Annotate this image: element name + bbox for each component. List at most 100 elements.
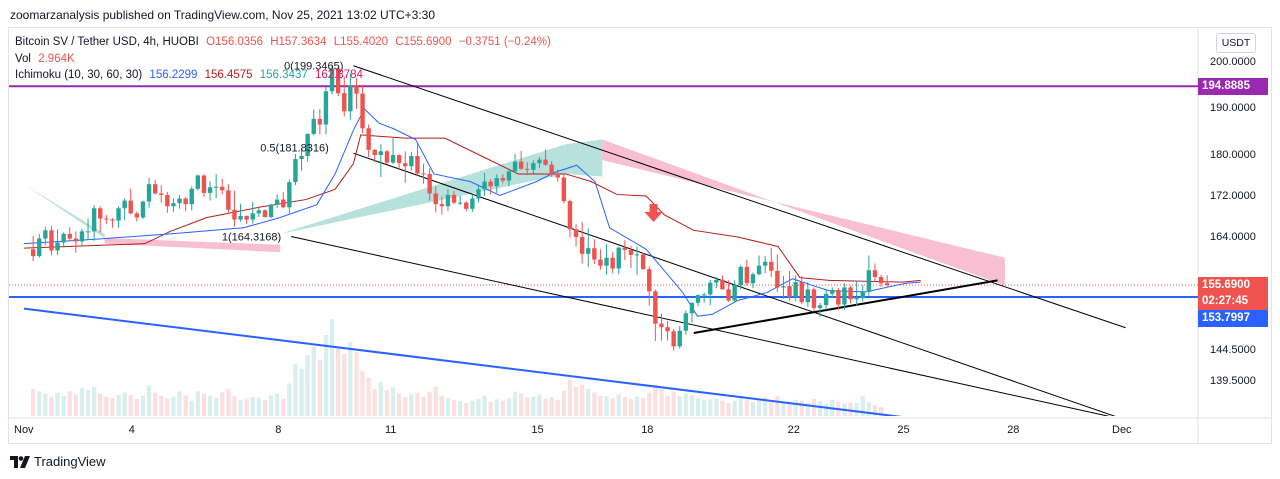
candle-body	[384, 151, 390, 163]
volume-bar	[110, 398, 115, 416]
volume-bar	[720, 400, 725, 416]
candle-body	[262, 210, 268, 217]
tradingview-logo-icon	[10, 455, 30, 468]
candle-body	[189, 188, 194, 205]
volume-bar	[866, 402, 871, 416]
volume-bar	[238, 399, 243, 416]
candle-body	[183, 198, 188, 205]
candle-body	[793, 282, 798, 297]
candle-body	[836, 290, 841, 305]
volume-bar	[79, 388, 85, 416]
volume-bar	[598, 395, 603, 416]
footer-brand[interactable]: TradingView	[10, 454, 106, 469]
legend-main: Bitcoin SV / Tether USD, 4h, HUOBI O156.…	[15, 36, 555, 48]
volume-bar	[409, 393, 414, 416]
legend-vol-value: 2.964K	[38, 53, 75, 65]
candle-body	[61, 233, 66, 243]
legend-ichimoku-base: 156.4575	[204, 69, 253, 81]
volume-bar	[824, 403, 829, 416]
candle-body	[464, 202, 469, 209]
volume-bar	[543, 398, 548, 416]
candle-body	[268, 204, 274, 217]
volume-bar	[61, 396, 66, 416]
candle-body	[695, 295, 701, 303]
legend-ichimoku-span-a: 156.3437	[259, 69, 308, 81]
time-axis-label: 25	[897, 424, 910, 436]
volume-bar	[73, 394, 78, 416]
candle-body	[482, 181, 487, 190]
candle-body	[573, 229, 579, 237]
volume-bar	[744, 399, 749, 416]
volume-bar	[580, 384, 585, 416]
candle-body	[30, 249, 36, 257]
candle-body	[427, 173, 432, 194]
volume-bar	[769, 400, 774, 416]
volume-bar	[622, 397, 627, 416]
volume-bar	[207, 395, 213, 416]
candle-body	[586, 248, 591, 254]
candle-body	[476, 189, 481, 199]
candle-body	[616, 247, 621, 269]
candle-body	[640, 254, 646, 270]
candle-body	[525, 168, 530, 170]
legend-vol-label: Vol	[15, 53, 31, 65]
legend-high: H157.3634	[270, 36, 327, 48]
candle-body	[366, 128, 371, 150]
candle-body	[799, 282, 804, 303]
candle-body	[293, 159, 298, 183]
candle-body	[811, 289, 817, 309]
candle-body	[104, 218, 109, 220]
candle-body	[439, 204, 445, 207]
legend-ichimoku[interactable]: Ichimoku (10, 30, 60, 30) 156.2299 156.4…	[15, 69, 367, 81]
candle-body	[817, 305, 823, 309]
volume-bar	[677, 396, 682, 416]
volume-bar	[268, 395, 274, 416]
candle-body	[647, 269, 652, 292]
volume-bar	[244, 398, 249, 416]
volume-bar	[647, 392, 652, 416]
candle-body	[854, 298, 859, 300]
price-axis-label: 172.0000	[1210, 190, 1256, 202]
volume-bar	[512, 391, 518, 416]
volume-bar	[323, 335, 329, 416]
volume-bar	[372, 389, 377, 416]
volume-bar	[738, 395, 743, 416]
candle-body	[378, 151, 384, 156]
legend-symbol[interactable]: Bitcoin SV / Tether USD, 4h, HUOBI	[15, 36, 199, 48]
candle-body	[866, 270, 872, 292]
candle-body	[159, 193, 164, 195]
currency-button[interactable]: USDT	[1216, 33, 1256, 53]
volume-bar	[781, 402, 786, 416]
footer-brand-label: TradingView	[34, 454, 106, 469]
price-axis-label: 200.0000	[1210, 55, 1256, 68]
volume-bar	[756, 398, 762, 416]
volume-bar	[189, 400, 194, 416]
volume-bar	[628, 398, 634, 416]
candle-body	[146, 184, 152, 202]
publish-line: zoomarzanalysis published on TradingView…	[10, 8, 436, 22]
legend-close: C155.6900	[395, 36, 452, 48]
candle-body	[342, 93, 347, 112]
candle-body	[299, 156, 304, 160]
candle-body	[140, 201, 146, 218]
volume-bar	[750, 402, 756, 416]
candle-body	[830, 290, 835, 294]
price-tag: 02:27:45	[1198, 293, 1268, 310]
volume-bar	[610, 398, 615, 416]
volume-bar	[104, 396, 109, 416]
candle-body	[531, 163, 536, 170]
volume-bar	[165, 398, 170, 416]
candle-body	[512, 161, 518, 172]
volume-bar	[195, 391, 200, 416]
candle-body	[67, 233, 72, 239]
candle-body	[506, 171, 512, 181]
volume-bar	[519, 393, 524, 416]
volume-bar	[403, 397, 408, 416]
legend-volume[interactable]: Vol 2.964K	[15, 53, 79, 65]
volume-bar	[689, 395, 695, 416]
ichimoku-cloud-bull	[565, 139, 603, 177]
volume-bar	[427, 391, 432, 416]
candle-body	[91, 208, 97, 232]
volume-bar	[348, 341, 353, 416]
